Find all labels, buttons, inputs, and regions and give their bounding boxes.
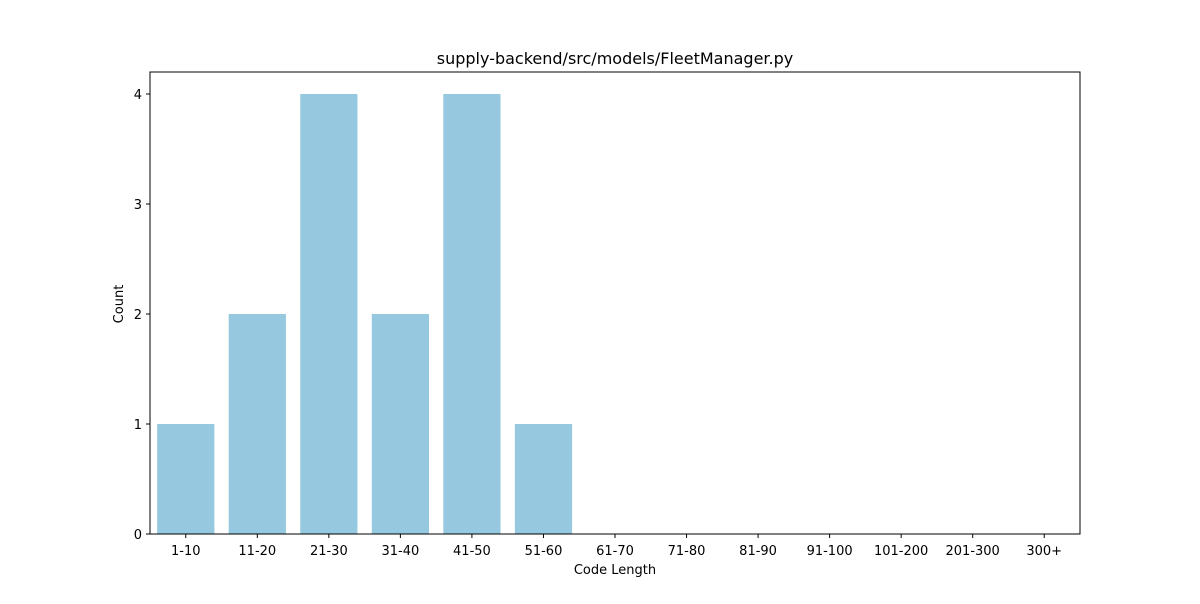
chart-title: supply-backend/src/models/FleetManager.p… [437, 49, 793, 68]
x-tick-label-12: 300+ [1026, 544, 1062, 559]
bar-3 [371, 314, 429, 534]
x-tick-label-2: 21-30 [310, 544, 348, 559]
x-tick-label-4: 41-50 [453, 544, 491, 559]
x-tick-label-6: 61-70 [596, 544, 634, 559]
x-tick-label-7: 71-80 [668, 544, 706, 559]
y-tick-label-1: 1 [134, 418, 142, 433]
y-tick-label-4: 4 [134, 88, 142, 103]
y-tick-label-2: 2 [134, 308, 142, 323]
x-tick-label-1: 11-20 [238, 544, 276, 559]
x-tick-label-5: 51-60 [525, 544, 563, 559]
y-axis-label: Count [112, 285, 127, 324]
plot-frame [149, 71, 1081, 535]
x-axis-label: Code Length [574, 563, 656, 578]
x-tick-label-11: 201-300 [946, 544, 1000, 559]
x-tick-label-8: 81-90 [739, 544, 777, 559]
y-tick-label-3: 3 [134, 198, 142, 213]
y-tick-label-0: 0 [134, 528, 142, 543]
x-tick-label-10: 101-200 [874, 544, 928, 559]
x-tick-label-9: 91-100 [807, 544, 853, 559]
x-tick-label-0: 1-10 [171, 544, 201, 559]
x-tick-label-3: 31-40 [381, 544, 419, 559]
bar-0 [157, 424, 215, 534]
bar-4 [443, 94, 501, 534]
bar-2 [300, 94, 358, 534]
axes-layer: 1-10 11-20 21-30 31-40 41-50 51-60 61-70 71-80 8… [134, 88, 1062, 559]
bars-layer [157, 94, 573, 534]
bar-1 [228, 314, 286, 534]
bar-5 [514, 424, 573, 534]
